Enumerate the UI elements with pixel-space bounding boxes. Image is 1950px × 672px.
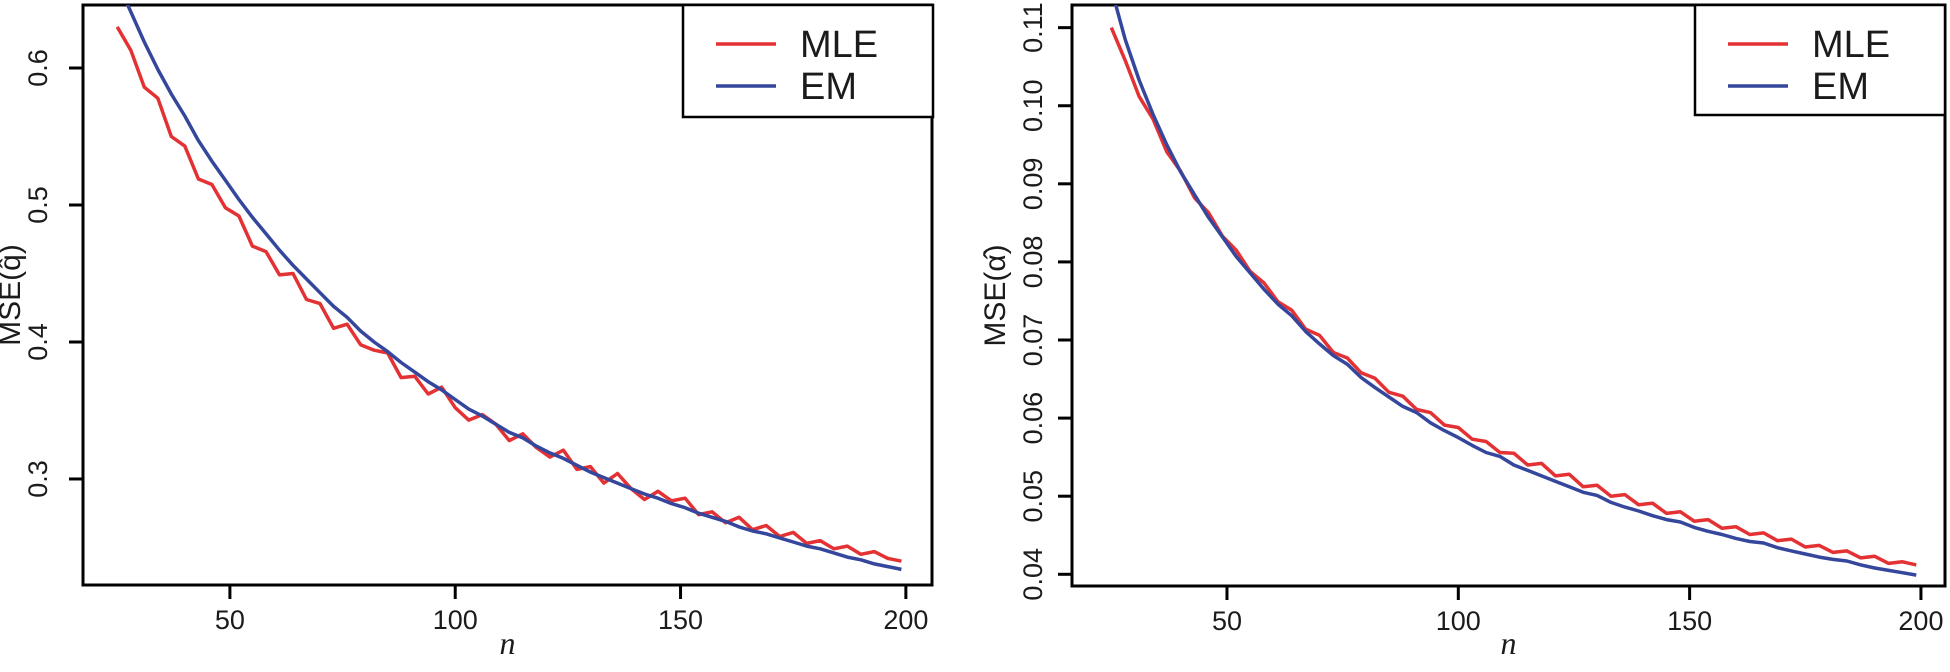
- y-axis-label: MSE(q̂): [0, 244, 27, 346]
- mse-q-chart-panel: 50 100 150 200 0.6 0.5 0.4 0.3 n MSE(q̂) MLE EM: [0, 3, 935, 661]
- y-tick-label: 0.4: [23, 323, 53, 361]
- curve-mle: [115, 26, 902, 563]
- curve-em: [125, 5, 902, 572]
- y-tick-label: 0.3: [23, 460, 53, 498]
- mse-alpha-chart-svg: 50 100 150 200 0.11 0.10 0.09 0.08 0.07 0.06 0.05 0…: [979, 2, 1947, 661]
- plot-box: [1070, 3, 1947, 588]
- x-tick-label: 150: [1667, 606, 1712, 636]
- x-tick-label: 50: [1212, 606, 1242, 636]
- y-tick-label: 0.09: [1018, 158, 1048, 211]
- x-tick-label: 100: [433, 605, 478, 635]
- y-tick-label: 0.5: [23, 186, 53, 224]
- mse-alpha-chart-panel: 50 100 150 200 0.11 0.10 0.09 0.08 0.07 0.06 0.05 0…: [975, 0, 1950, 672]
- x-tick-label: 200: [1898, 606, 1943, 636]
- y-tick-label: 0.07: [1018, 314, 1048, 367]
- plot-box: [81, 3, 934, 587]
- x-axis-label: n: [1501, 625, 1517, 661]
- legend-label-mle: MLE: [800, 24, 878, 66]
- legend-box: [1693, 3, 1947, 117]
- y-tick-label: 0.04: [1018, 548, 1048, 601]
- x-tick-label: 150: [658, 605, 703, 635]
- legend-box: [681, 3, 935, 119]
- y-axis-label: MSE(α̂): [979, 244, 1012, 346]
- y-tick-label: 0.08: [1018, 236, 1048, 289]
- x-tick-label: 50: [215, 605, 245, 635]
- curve-em: [1113, 5, 1917, 577]
- y-tick-label: 0.6: [23, 49, 53, 87]
- y-tick-label: 0.06: [1018, 392, 1048, 445]
- legend-label-em: EM: [800, 66, 857, 108]
- x-axis-label: n: [500, 625, 516, 661]
- legend-label-mle: MLE: [1812, 24, 1890, 66]
- y-tick-label: 0.10: [1018, 79, 1048, 132]
- x-tick-label: 200: [883, 605, 928, 635]
- legend-label-em: EM: [1812, 66, 1869, 108]
- x-tick-label: 100: [1436, 606, 1481, 636]
- y-tick-label: 0.05: [1018, 470, 1048, 523]
- y-tick-label: 0.11: [1018, 2, 1048, 53]
- curve-mle: [1109, 26, 1917, 567]
